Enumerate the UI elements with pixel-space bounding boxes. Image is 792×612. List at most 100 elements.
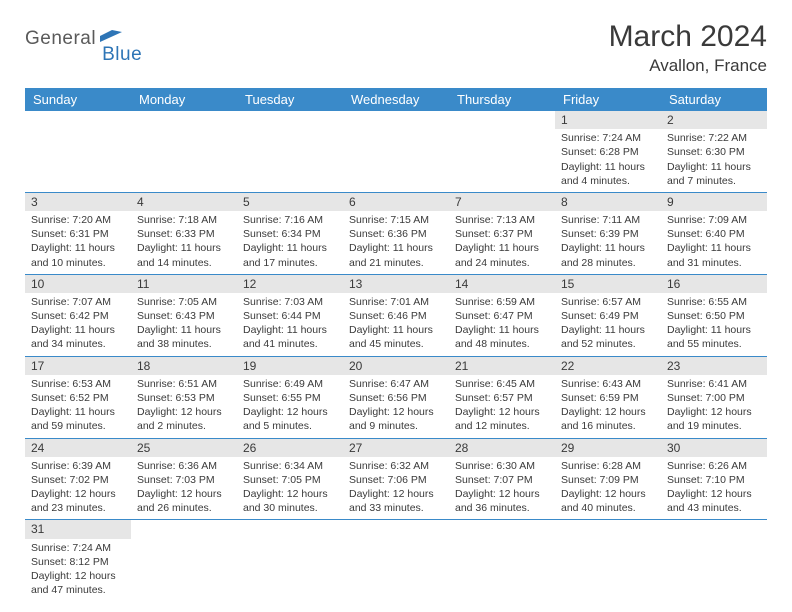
day-number: 29 bbox=[555, 439, 661, 457]
daylight-text: Daylight: 12 hours and 43 minutes. bbox=[667, 487, 761, 515]
sunrise-text: Sunrise: 6:32 AM bbox=[349, 459, 443, 473]
calendar-cell: 31Sunrise: 7:24 AMSunset: 8:12 PMDayligh… bbox=[25, 520, 131, 601]
sunrise-text: Sunrise: 6:41 AM bbox=[667, 377, 761, 391]
day-number: 1 bbox=[555, 111, 661, 129]
day-number: 31 bbox=[25, 520, 131, 538]
calendar-cell bbox=[237, 520, 343, 601]
sunset-text: Sunset: 7:10 PM bbox=[667, 473, 761, 487]
calendar-cell: 7 Sunrise: 7:13 AMSunset: 6:37 PMDaylight… bbox=[449, 192, 555, 274]
calendar-cell: 18Sunrise: 6:51 AMSunset: 6:53 PMDayligh… bbox=[131, 356, 237, 438]
day-number: 7 bbox=[449, 193, 555, 211]
calendar-cell: 1Sunrise: 7:24 AMSunset: 6:28 PMDaylight… bbox=[555, 111, 661, 192]
calendar-cell: 15Sunrise: 6:57 AMSunset: 6:49 PMDayligh… bbox=[555, 274, 661, 356]
sunrise-text: Sunrise: 6:49 AM bbox=[243, 377, 337, 391]
calendar-week-row: 10Sunrise: 7:07 AMSunset: 6:42 PMDayligh… bbox=[25, 274, 767, 356]
sunrise-text: Sunrise: 7:13 AM bbox=[455, 213, 549, 227]
sunset-text: Sunset: 6:28 PM bbox=[561, 145, 655, 159]
calendar-cell: 26Sunrise: 6:34 AMSunset: 7:05 PMDayligh… bbox=[237, 438, 343, 520]
daylight-text: Daylight: 11 hours and 45 minutes. bbox=[349, 323, 443, 351]
logo-word2: Blue bbox=[102, 44, 142, 66]
daylight-text: Daylight: 12 hours and 12 minutes. bbox=[455, 405, 549, 433]
day-number: 30 bbox=[661, 439, 767, 457]
sunrise-text: Sunrise: 6:28 AM bbox=[561, 459, 655, 473]
calendar-cell: 6Sunrise: 7:15 AMSunset: 6:36 PMDaylight… bbox=[343, 192, 449, 274]
day-number: 17 bbox=[25, 357, 131, 375]
day-number: 22 bbox=[555, 357, 661, 375]
daylight-text: Daylight: 11 hours and 24 minutes. bbox=[455, 241, 549, 269]
sunset-text: Sunset: 7:06 PM bbox=[349, 473, 443, 487]
calendar-cell bbox=[25, 111, 131, 192]
sunrise-text: Sunrise: 6:39 AM bbox=[31, 459, 125, 473]
daylight-text: Daylight: 11 hours and 4 minutes. bbox=[561, 160, 655, 188]
sunset-text: Sunset: 7:02 PM bbox=[31, 473, 125, 487]
sunset-text: Sunset: 6:40 PM bbox=[667, 227, 761, 241]
calendar-cell: 20Sunrise: 6:47 AMSunset: 6:56 PMDayligh… bbox=[343, 356, 449, 438]
sunset-text: Sunset: 7:05 PM bbox=[243, 473, 337, 487]
day-number: 20 bbox=[343, 357, 449, 375]
daylight-text: Daylight: 11 hours and 7 minutes. bbox=[667, 160, 761, 188]
daylight-text: Daylight: 12 hours and 30 minutes. bbox=[243, 487, 337, 515]
calendar-cell: 4Sunrise: 7:18 AMSunset: 6:33 PMDaylight… bbox=[131, 192, 237, 274]
day-header: Friday bbox=[555, 88, 661, 111]
sunset-text: Sunset: 6:59 PM bbox=[561, 391, 655, 405]
day-number: 12 bbox=[237, 275, 343, 293]
daylight-text: Daylight: 12 hours and 9 minutes. bbox=[349, 405, 443, 433]
calendar-cell bbox=[449, 111, 555, 192]
sunrise-text: Sunrise: 6:55 AM bbox=[667, 295, 761, 309]
location: Avallon, France bbox=[609, 56, 767, 76]
sunset-text: Sunset: 6:42 PM bbox=[31, 309, 125, 323]
calendar-week-row: 24Sunrise: 6:39 AMSunset: 7:02 PMDayligh… bbox=[25, 438, 767, 520]
daylight-text: Daylight: 12 hours and 16 minutes. bbox=[561, 405, 655, 433]
calendar-cell: 17Sunrise: 6:53 AMSunset: 6:52 PMDayligh… bbox=[25, 356, 131, 438]
daylight-text: Daylight: 11 hours and 52 minutes. bbox=[561, 323, 655, 351]
daylight-text: Daylight: 12 hours and 47 minutes. bbox=[31, 569, 125, 597]
day-number: 24 bbox=[25, 439, 131, 457]
sunset-text: Sunset: 7:07 PM bbox=[455, 473, 549, 487]
sunset-text: Sunset: 6:50 PM bbox=[667, 309, 761, 323]
sunrise-text: Sunrise: 7:24 AM bbox=[31, 541, 125, 555]
daylight-text: Daylight: 12 hours and 23 minutes. bbox=[31, 487, 125, 515]
day-header: Wednesday bbox=[343, 88, 449, 111]
month-title: March 2024 bbox=[609, 20, 767, 54]
calendar-cell: 23Sunrise: 6:41 AMSunset: 7:00 PMDayligh… bbox=[661, 356, 767, 438]
sunrise-text: Sunrise: 6:43 AM bbox=[561, 377, 655, 391]
calendar-table: SundayMondayTuesdayWednesdayThursdayFrid… bbox=[25, 88, 767, 601]
sunset-text: Sunset: 6:39 PM bbox=[561, 227, 655, 241]
calendar-cell: 3Sunrise: 7:20 AMSunset: 6:31 PMDaylight… bbox=[25, 192, 131, 274]
logo-word1: General bbox=[25, 28, 96, 50]
daylight-text: Daylight: 12 hours and 40 minutes. bbox=[561, 487, 655, 515]
sunrise-text: Sunrise: 6:53 AM bbox=[31, 377, 125, 391]
day-number: 4 bbox=[131, 193, 237, 211]
day-number: 5 bbox=[237, 193, 343, 211]
daylight-text: Daylight: 11 hours and 31 minutes. bbox=[667, 241, 761, 269]
sunset-text: Sunset: 6:37 PM bbox=[455, 227, 549, 241]
sunrise-text: Sunrise: 6:26 AM bbox=[667, 459, 761, 473]
calendar-cell: 24 Sunrise: 6:39 AMSunset: 7:02 PMDayligh… bbox=[25, 438, 131, 520]
calendar-cell bbox=[237, 111, 343, 192]
sunset-text: Sunset: 6:36 PM bbox=[349, 227, 443, 241]
calendar-cell: 28Sunrise: 6:30 AMSunset: 7:07 PMDayligh… bbox=[449, 438, 555, 520]
daylight-text: Daylight: 12 hours and 19 minutes. bbox=[667, 405, 761, 433]
sunset-text: Sunset: 6:30 PM bbox=[667, 145, 761, 159]
sunset-text: Sunset: 7:00 PM bbox=[667, 391, 761, 405]
daylight-text: Daylight: 11 hours and 59 minutes. bbox=[31, 405, 125, 433]
calendar-week-row: 17Sunrise: 6:53 AMSunset: 6:52 PMDayligh… bbox=[25, 356, 767, 438]
calendar-cell: 22 Sunrise: 6:43 AMSunset: 6:59 PMDayligh… bbox=[555, 356, 661, 438]
calendar-cell: 21Sunrise: 6:45 AMSunset: 6:57 PMDayligh… bbox=[449, 356, 555, 438]
sunrise-text: Sunrise: 7:09 AM bbox=[667, 213, 761, 227]
logo: General Blue bbox=[25, 20, 142, 58]
daylight-text: Daylight: 12 hours and 33 minutes. bbox=[349, 487, 443, 515]
day-number: 2 bbox=[661, 111, 767, 129]
calendar-cell: 29Sunrise: 6:28 AMSunset: 7:09 PMDayligh… bbox=[555, 438, 661, 520]
daylight-text: Daylight: 11 hours and 14 minutes. bbox=[137, 241, 231, 269]
sunrise-text: Sunrise: 6:34 AM bbox=[243, 459, 337, 473]
day-number: 19 bbox=[237, 357, 343, 375]
calendar-cell bbox=[343, 520, 449, 601]
sunset-text: Sunset: 7:03 PM bbox=[137, 473, 231, 487]
calendar-cell bbox=[449, 520, 555, 601]
day-number: 14 bbox=[449, 275, 555, 293]
day-number: 8 bbox=[555, 193, 661, 211]
calendar-cell: 10Sunrise: 7:07 AMSunset: 6:42 PMDayligh… bbox=[25, 274, 131, 356]
sunset-text: Sunset: 6:49 PM bbox=[561, 309, 655, 323]
sunrise-text: Sunrise: 6:47 AM bbox=[349, 377, 443, 391]
